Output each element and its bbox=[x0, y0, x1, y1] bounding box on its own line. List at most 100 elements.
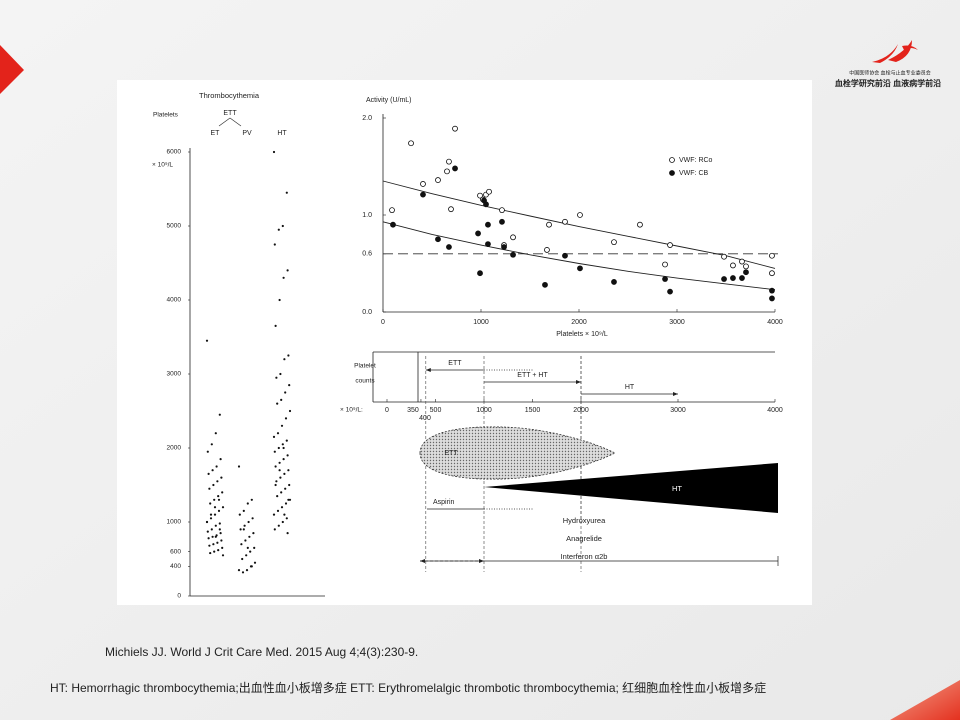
data-dot bbox=[276, 402, 279, 405]
data-point bbox=[743, 263, 749, 270]
x-tick-label: 2000 bbox=[571, 319, 587, 326]
data-dot bbox=[288, 483, 291, 487]
data-point bbox=[662, 261, 668, 268]
data-dot bbox=[239, 528, 242, 531]
data-dot bbox=[219, 458, 222, 461]
unit-label: × 10⁹/L: bbox=[340, 407, 363, 414]
data-dot bbox=[242, 509, 245, 512]
data-point bbox=[499, 218, 505, 225]
x-tick-label: 2000 bbox=[573, 407, 589, 414]
data-point bbox=[743, 269, 749, 276]
y-tick-label: 6000 bbox=[167, 149, 182, 156]
data-point bbox=[611, 239, 617, 246]
range-label: HT bbox=[625, 384, 635, 391]
data-dot bbox=[212, 483, 215, 487]
data-dot bbox=[213, 513, 217, 516]
data-point bbox=[408, 140, 414, 147]
data-dot bbox=[241, 557, 244, 561]
data-dot bbox=[215, 465, 218, 468]
data-point bbox=[730, 262, 736, 269]
data-dot bbox=[218, 413, 221, 416]
data-point bbox=[452, 125, 458, 132]
footnote: HT: Hemorrhagic thrombocythemia;出血性血小板增多… bbox=[50, 680, 766, 695]
data-dot bbox=[284, 502, 288, 505]
data-point bbox=[544, 247, 550, 253]
legend-label: VWF: RCo bbox=[679, 157, 713, 164]
data-dot bbox=[282, 276, 285, 279]
data-dot bbox=[217, 509, 221, 512]
data-point bbox=[477, 192, 483, 199]
data-dot bbox=[218, 522, 221, 525]
legend-marker bbox=[669, 170, 675, 176]
group-bracket bbox=[218, 117, 242, 127]
data-dot bbox=[213, 506, 217, 509]
red-corner bbox=[0, 45, 24, 94]
data-dot bbox=[286, 269, 289, 272]
data-dot bbox=[205, 339, 209, 342]
row-label: counts bbox=[355, 378, 375, 385]
strip-title: Thrombocythemia bbox=[199, 91, 260, 100]
data-dot bbox=[221, 506, 225, 509]
data-point bbox=[769, 287, 775, 294]
drug-label: Hydroxyurea bbox=[563, 516, 606, 525]
data-dot bbox=[287, 354, 290, 357]
data-dot bbox=[207, 472, 210, 475]
data-dot bbox=[278, 461, 281, 464]
y-tick-label: 2.0 bbox=[362, 115, 372, 122]
data-point bbox=[485, 221, 491, 228]
red-corner bbox=[890, 680, 960, 720]
data-point bbox=[446, 244, 452, 250]
aspirin-label: Aspirin bbox=[433, 499, 455, 506]
data-dot bbox=[252, 532, 255, 535]
data-dot bbox=[245, 554, 248, 557]
data-dot bbox=[213, 498, 216, 501]
data-dot bbox=[248, 535, 251, 538]
y-tick-label: 1000 bbox=[167, 519, 182, 526]
data-dot bbox=[277, 228, 280, 231]
legend-marker bbox=[669, 157, 675, 163]
data-dot bbox=[237, 465, 241, 468]
data-point bbox=[435, 177, 441, 183]
data-point bbox=[562, 218, 568, 225]
y-tick-label: 0.0 bbox=[362, 309, 372, 316]
logo-text: 中国医师协会 血栓与止血专业委员会 bbox=[849, 69, 930, 76]
data-dot bbox=[221, 546, 224, 550]
trend-curve bbox=[382, 180, 776, 269]
data-point bbox=[510, 251, 516, 258]
data-dot bbox=[283, 513, 286, 516]
data-dot bbox=[209, 513, 213, 516]
data-dot bbox=[243, 524, 246, 527]
data-point bbox=[485, 241, 491, 248]
disease-label: HT bbox=[672, 484, 682, 493]
data-dot bbox=[283, 358, 286, 361]
y-axis-label: Activity (U/mL) bbox=[366, 97, 412, 104]
data-dot bbox=[285, 191, 288, 194]
data-dot bbox=[287, 469, 290, 472]
data-dot bbox=[211, 535, 214, 538]
data-dot bbox=[217, 498, 221, 501]
data-dot bbox=[217, 549, 220, 552]
trend-curve bbox=[382, 221, 776, 291]
data-point bbox=[721, 276, 727, 282]
data-dot bbox=[282, 458, 285, 461]
data-point bbox=[739, 275, 745, 281]
data-point bbox=[435, 236, 441, 243]
data-point bbox=[452, 165, 458, 172]
logo: 中国医师协会 血栓与止血专业委员会 血栓学研究前沿 血液病学前沿 bbox=[835, 40, 941, 88]
citation: Michiels JJ. World J Crit Care Med. 2015… bbox=[105, 645, 418, 659]
data-dot bbox=[211, 469, 214, 472]
data-point bbox=[448, 206, 454, 213]
x-tick-label: 4000 bbox=[767, 319, 783, 326]
data-dot bbox=[281, 520, 284, 524]
data-dot bbox=[274, 465, 277, 468]
data-point bbox=[662, 276, 668, 282]
data-dot bbox=[242, 528, 245, 531]
data-point bbox=[446, 158, 452, 165]
data-dot bbox=[212, 543, 215, 546]
data-dot bbox=[205, 520, 209, 524]
data-dot bbox=[218, 528, 221, 531]
data-dot bbox=[253, 546, 256, 550]
data-dot bbox=[279, 476, 282, 479]
ht-wedge bbox=[484, 463, 778, 513]
